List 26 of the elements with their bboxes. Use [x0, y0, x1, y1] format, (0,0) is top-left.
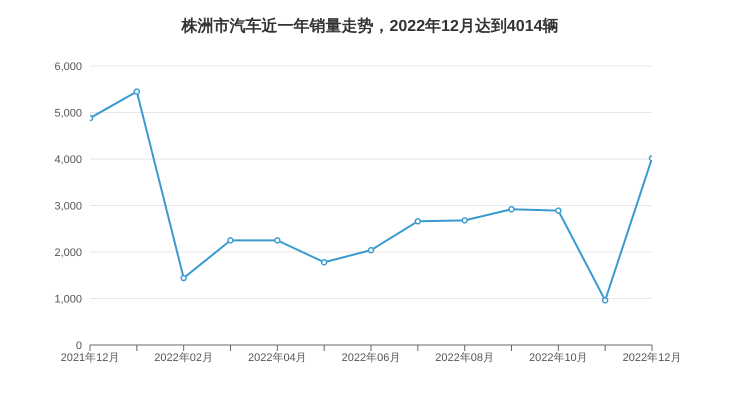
point — [461, 217, 468, 224]
y-tick-label: 6,000 — [54, 60, 82, 73]
chart-title: 株洲市汽车近一年销量走势，2022年12月达到4014辆 — [180, 16, 560, 37]
x-tick-label: 2021年12月 — [60, 352, 120, 364]
x-tick-label: 2022年12月 — [622, 352, 682, 364]
point — [134, 88, 140, 95]
point — [180, 274, 187, 282]
point — [227, 237, 234, 244]
y-tick-label: 2,000 — [54, 246, 82, 259]
x-tick-label: 2022年06月 — [342, 352, 400, 364]
point — [414, 218, 422, 225]
point — [555, 207, 562, 214]
x-tick-label: 2022年04月 — [248, 352, 307, 364]
point — [274, 237, 281, 244]
y-tick-label: 3,000 — [54, 200, 82, 212]
y-tick-label: 0 — [76, 340, 82, 352]
point — [368, 246, 374, 254]
y-tick-label: 4,000 — [54, 154, 82, 166]
x-tick-label: 2022年10月 — [528, 352, 588, 364]
y-tick-label: 5,000 — [54, 107, 82, 120]
x-tick-label: 2022年08月 — [435, 352, 494, 364]
y-tick-label: 1,000 — [54, 293, 82, 306]
x-tick-label: 2022年02月 — [154, 352, 214, 364]
point — [320, 258, 328, 266]
point — [602, 297, 608, 304]
point — [508, 206, 515, 212]
